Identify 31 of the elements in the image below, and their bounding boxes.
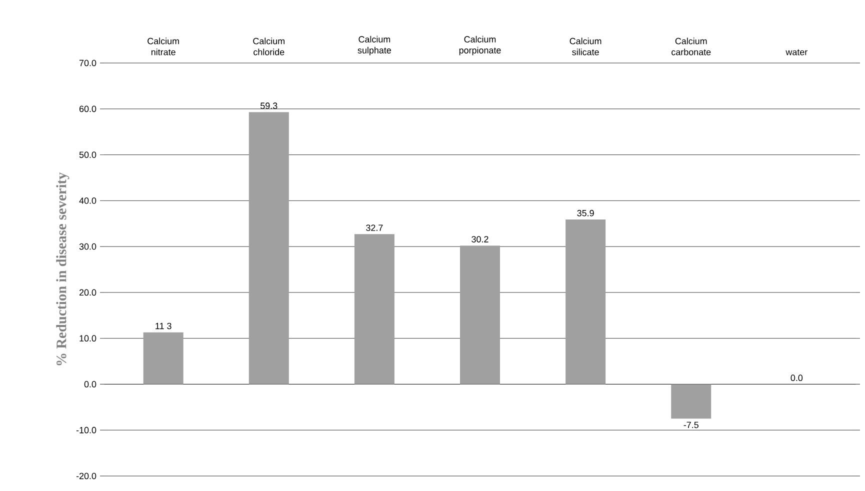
y-tick-label: 30.0 bbox=[79, 243, 96, 250]
bar bbox=[671, 384, 712, 419]
x-tick-label: Calcium silicate bbox=[570, 38, 602, 56]
bar bbox=[248, 112, 289, 384]
y-tick-label: 0.0 bbox=[84, 381, 96, 388]
data-label: 59.3 bbox=[260, 102, 278, 109]
data-label: 0.0 bbox=[790, 374, 803, 382]
bar bbox=[566, 219, 606, 384]
y-tick-label: 20.0 bbox=[79, 289, 96, 296]
x-tick-label: Calcium carbonate bbox=[672, 38, 711, 56]
data-label: 32.7 bbox=[366, 224, 383, 231]
x-tick-label: Calcium chloride bbox=[253, 38, 284, 56]
bar bbox=[143, 332, 184, 384]
y-tick-label: 40.0 bbox=[79, 197, 96, 204]
x-tick-label: water bbox=[786, 49, 808, 56]
y-tick-label: 50.0 bbox=[79, 152, 96, 158]
y-axis-title: % Reduction in disease severity bbox=[56, 172, 70, 366]
y-tick-label: 10.0 bbox=[80, 335, 96, 342]
y-tick-label: -10.0 bbox=[76, 426, 96, 434]
y-tick-label: 60.0 bbox=[79, 106, 96, 112]
data-label: 11 3 bbox=[156, 322, 172, 330]
data-label: -7.5 bbox=[684, 422, 698, 428]
x-tick-label: Calcium sulphate bbox=[358, 36, 391, 56]
y-tick-label: -20.0 bbox=[76, 472, 96, 480]
x-tick-label: Calcium nitrate bbox=[148, 38, 179, 56]
data-label: 35.9 bbox=[577, 210, 594, 216]
bar bbox=[460, 246, 500, 384]
x-tick-label: Calcium porpionate bbox=[459, 36, 501, 56]
y-tick-label: 70.0 bbox=[79, 60, 96, 66]
bar bbox=[354, 234, 394, 384]
data-label: 30.2 bbox=[472, 236, 488, 242]
